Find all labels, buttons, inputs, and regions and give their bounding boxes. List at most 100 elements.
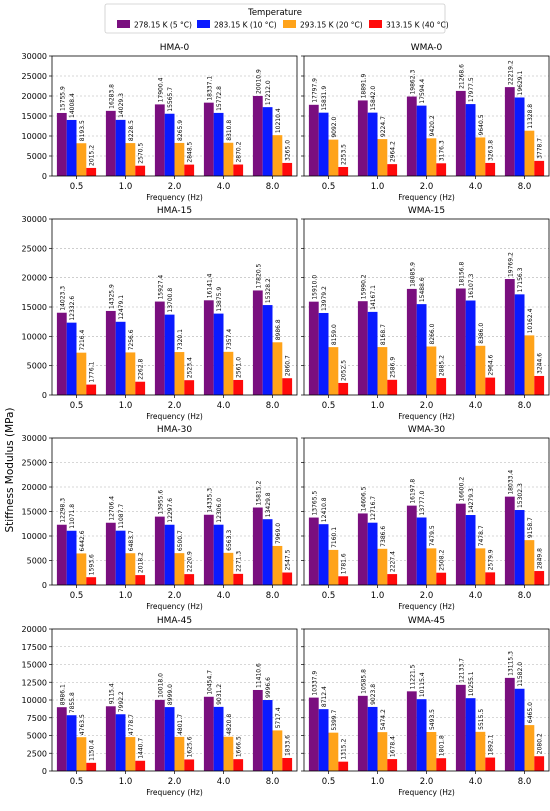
data-label: 12410.8 [321, 497, 328, 522]
panel-hma-15: 0 5000 10000 15000 20000 25000 30000 14023.3 123… [22, 206, 298, 421]
data-label: 4801.7 [177, 714, 184, 735]
axes-frame [51, 55, 298, 177]
data-label: 16107.3 [468, 274, 475, 299]
panel-title: WMA-45 [408, 616, 445, 626]
bar [465, 698, 476, 771]
x-tick-label: 1.0 [371, 591, 385, 601]
bar [436, 572, 447, 585]
data-label: 13765.5 [311, 491, 318, 516]
y-tick-label: 0 [42, 391, 47, 400]
data-label: 1150.4 [89, 740, 96, 761]
data-label: 18085.9 [409, 262, 416, 287]
x-tick-label: 0.5 [322, 591, 336, 601]
data-label: 10162.4 [527, 308, 534, 333]
data-label: 8159.0 [331, 324, 338, 345]
y-tick-label: 20000 [22, 274, 47, 283]
data-label: 9115.4 [108, 683, 115, 704]
bar [56, 707, 67, 771]
x-tick-label: 0.5 [70, 182, 84, 192]
y-tick-label: 5000 [27, 152, 47, 161]
axes-frame [303, 437, 550, 586]
bar [184, 164, 195, 176]
data-label: 6465.0 [527, 702, 534, 723]
bar [252, 507, 263, 585]
data-label: 1833.6 [285, 735, 292, 756]
bar [213, 313, 224, 395]
bar [436, 378, 447, 395]
y-tick-label: 30000 [22, 215, 47, 224]
bar [135, 381, 146, 395]
data-label: 5493.5 [429, 709, 436, 730]
bar [262, 305, 273, 395]
y-tick-label: 5000 [27, 732, 47, 741]
bar [485, 377, 496, 395]
bar [465, 515, 476, 585]
data-label: 2227.4 [390, 551, 397, 572]
bar [377, 139, 388, 176]
x-tick-label: 2.0 [168, 401, 182, 411]
y-tick-label: 0 [42, 172, 47, 181]
data-label: 11328.8 [527, 104, 534, 129]
bar [514, 510, 525, 585]
data-label: 8168.7 [380, 324, 387, 345]
y-tick-label: 25000 [22, 72, 47, 81]
bar [272, 730, 283, 771]
bar [318, 312, 329, 395]
bar [534, 375, 545, 395]
y-tick-label: 10000 [22, 132, 47, 141]
data-label: 17212.0 [265, 80, 272, 105]
x-tick-label: 4.0 [469, 591, 483, 601]
data-label: 7969.0 [275, 523, 282, 544]
bar [426, 548, 437, 585]
data-label: 9996.6 [265, 677, 272, 698]
data-label: 7992.2 [118, 691, 125, 712]
x-tick-label: 8.0 [518, 777, 532, 787]
x-tick-label: 8.0 [518, 591, 532, 601]
bar [105, 310, 116, 395]
bar [406, 96, 417, 176]
bar [105, 522, 116, 585]
data-label: 14008.4 [69, 93, 76, 118]
figure-ylabel: Stiffness Modulus (MPa) [4, 407, 16, 532]
bar [357, 301, 368, 395]
data-label: 17900.4 [157, 77, 164, 102]
bar [164, 314, 175, 395]
y-tick-label: 0 [42, 581, 47, 590]
bar [377, 548, 388, 585]
data-label: 8193.5 [79, 120, 86, 141]
bar [338, 576, 349, 585]
bar [485, 572, 496, 585]
data-label: 15755.9 [59, 86, 66, 111]
data-label: 2964.6 [488, 354, 495, 375]
data-label: 2508.2 [439, 550, 446, 571]
data-label: 5474.2 [380, 709, 387, 730]
data-label: 15772.8 [216, 86, 223, 111]
x-tick-label: 8.0 [518, 182, 532, 192]
bar [105, 706, 116, 771]
bar [318, 112, 329, 176]
data-label: 2860.7 [285, 355, 292, 376]
bar [233, 573, 244, 585]
y-tick-label: 15000 [22, 303, 47, 312]
bar [328, 732, 339, 771]
bar [406, 691, 417, 771]
data-label: 10585.8 [360, 669, 367, 694]
bar [56, 524, 67, 585]
bar [223, 142, 234, 176]
bar [252, 689, 263, 771]
data-label: 15831.9 [321, 86, 328, 111]
data-label: 19629.1 [517, 70, 524, 95]
axes-frame [303, 55, 550, 177]
y-tick-label: 17500 [22, 643, 47, 652]
data-label: 14335.3 [206, 488, 213, 513]
bar [377, 732, 388, 771]
data-label: 19769.2 [507, 252, 514, 277]
data-label: 15842.0 [370, 86, 377, 111]
data-label: 7160.1 [331, 527, 338, 548]
y-tick-label: 15000 [22, 661, 47, 670]
data-label: 2262.8 [138, 359, 145, 380]
bar [475, 548, 486, 585]
axes-frame [51, 628, 298, 772]
